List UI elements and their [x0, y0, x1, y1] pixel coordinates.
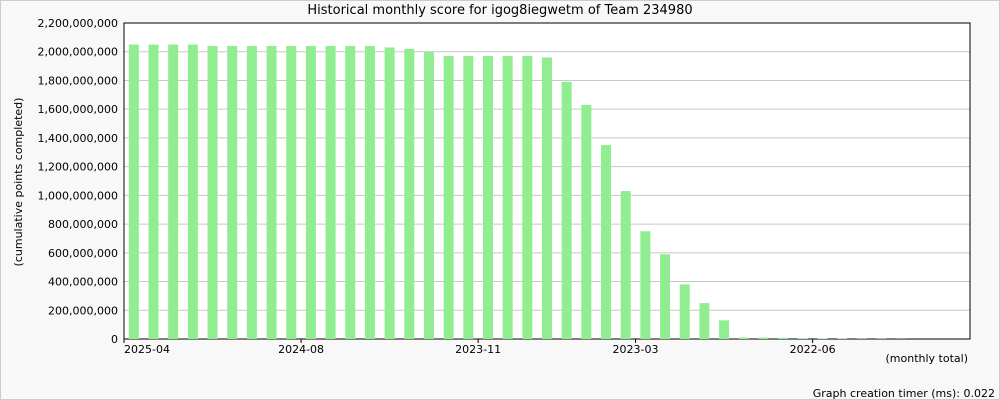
footer: Graph creation timer (ms): 0.022 — [813, 387, 995, 400]
bar — [620, 191, 631, 339]
y-axis-label: (cumulative points completed) — [12, 98, 25, 267]
bar — [797, 338, 808, 339]
bar — [364, 45, 375, 340]
y-tick-label: 1,600,000,000 — [38, 103, 118, 116]
y-tick-label: 0 — [111, 333, 118, 346]
bar — [738, 337, 749, 339]
y-tick-label: 600,000,000 — [48, 247, 118, 260]
bar — [817, 338, 828, 339]
bar — [502, 56, 513, 339]
bar — [679, 284, 690, 339]
bar — [581, 104, 592, 339]
y-tick-label: 1,400,000,000 — [38, 132, 118, 145]
bar — [640, 231, 651, 339]
chart-title: Historical monthly score for igog8iegwet… — [307, 3, 692, 18]
bar — [758, 337, 769, 339]
x-tick-label: 2023-03 — [613, 343, 659, 356]
y-tick-label: 2,200,000,000 — [38, 17, 118, 30]
y-tick-label: 800,000,000 — [48, 218, 118, 231]
y-tick-label: 200,000,000 — [48, 304, 118, 317]
bar — [187, 44, 198, 339]
bar — [305, 45, 316, 340]
bar — [404, 48, 415, 339]
bar — [482, 56, 493, 339]
x-tick-label: 2022-06 — [790, 343, 836, 356]
bar — [266, 45, 277, 340]
x-tick-label: 2025-04 — [124, 343, 170, 356]
bar — [778, 337, 789, 339]
y-tick-label: 1,000,000,000 — [38, 189, 118, 202]
bar — [246, 45, 257, 340]
x-axis-label: (monthly total) — [886, 352, 969, 365]
bar — [325, 45, 336, 340]
bar — [207, 45, 218, 340]
x-tick-label: 2024-08 — [278, 343, 324, 356]
bar — [128, 44, 139, 339]
x-tick-label: 2023-11 — [455, 343, 501, 356]
bar — [286, 45, 297, 340]
bar — [601, 145, 612, 339]
bar — [345, 45, 356, 340]
y-tick-label: 400,000,000 — [48, 276, 118, 289]
bar — [542, 57, 552, 340]
bar — [384, 47, 395, 339]
bar — [443, 56, 454, 339]
y-tick-label: 2,000,000,000 — [38, 46, 118, 59]
bar — [168, 44, 179, 339]
y-tick-label: 1,800,000,000 — [38, 74, 118, 87]
bar — [561, 81, 572, 340]
bar — [227, 45, 238, 340]
bar — [423, 51, 434, 340]
y-tick-label: 1,200,000,000 — [38, 161, 118, 174]
bar — [719, 320, 730, 339]
bar — [699, 303, 710, 339]
bar — [148, 44, 159, 339]
bar — [463, 56, 474, 339]
bar — [522, 56, 533, 339]
bar — [660, 254, 671, 339]
